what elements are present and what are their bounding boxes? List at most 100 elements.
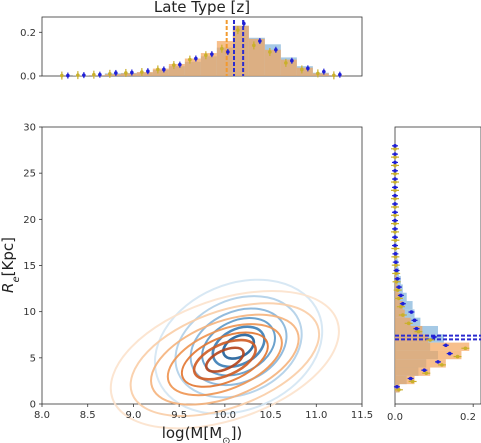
top-y-tick-label: 0.0: [20, 72, 36, 83]
right-orange-bar: [395, 292, 400, 302]
main-contour-plot: 8.0 8.5 9.0 9.5 10.0 10.5 11.0 11.5 0 5 10 15 20 25 30…: [0, 123, 373, 443]
top-blue-point: [130, 70, 134, 75]
right-blue-point: [432, 335, 436, 339]
top-gold-point: [140, 70, 144, 74]
right-blue-point: [444, 343, 448, 348]
right-blue-point: [393, 152, 397, 156]
right-blue-point: [393, 252, 398, 256]
right-orange-bar: [395, 309, 405, 318]
top-gold-point: [268, 50, 272, 54]
right-gold-point: [393, 171, 397, 176]
right-blue-point: [393, 185, 397, 190]
right-blue-point: [447, 351, 452, 356]
right-gold-point: [401, 313, 405, 317]
right-gold-point: [399, 304, 403, 309]
top-gold-point: [92, 72, 96, 77]
right-blue-point: [394, 268, 399, 273]
right-gold-point: [397, 388, 401, 392]
top-gold-point: [332, 73, 336, 78]
right-gold-point: [424, 371, 429, 375]
right-blue-point: [422, 368, 427, 372]
top-gold-point: [60, 73, 64, 78]
right-blue-point: [408, 376, 413, 381]
x-axis-label: log(M[M⊙]): [162, 424, 243, 443]
right-gold-point: [393, 163, 397, 168]
right-gold-point: [394, 279, 399, 284]
right-blue-point: [412, 318, 417, 323]
top-blue-point: [258, 39, 262, 43]
right-blue-point: [393, 168, 397, 173]
top-orange-bar: [280, 59, 297, 76]
top-blue-point: [306, 66, 310, 71]
right-gold-point: [410, 379, 415, 384]
right-gold-point: [395, 288, 400, 292]
right-gold-point: [393, 238, 398, 243]
right-orange-bar: [395, 317, 411, 326]
top-orange-bar: [168, 63, 185, 76]
right-blue-point: [393, 177, 397, 181]
right-orange-bar: [395, 350, 462, 360]
y-tick-label: 30: [23, 123, 36, 134]
right-blue-point: [393, 260, 398, 264]
right-blue-point: [393, 202, 397, 206]
right-gold-point: [440, 363, 444, 367]
right-gold-point: [393, 263, 398, 267]
top-blue-point: [290, 58, 294, 63]
top-gold-point: [124, 71, 128, 75]
right-blue-point: [393, 235, 397, 240]
right-gold-point: [463, 346, 468, 351]
right-gold-point: [393, 196, 397, 201]
top-orange-bar: [216, 41, 233, 76]
top-orange-bar: [328, 75, 345, 76]
top-orange-bar: [296, 67, 313, 76]
right-gold-point: [393, 147, 397, 151]
y-tick-label: 25: [23, 169, 36, 180]
right-blue-point: [409, 310, 414, 314]
blue-contour-level-2: [211, 325, 266, 369]
top-gold-point: [156, 67, 160, 72]
right-orange-bar: [395, 342, 470, 351]
blue-contour-level-6: [153, 278, 324, 415]
top-orange-bar: [200, 53, 217, 76]
orange-contour-level-3: [180, 331, 269, 388]
right-gold-point: [393, 221, 397, 226]
top-orange-bar: [136, 72, 153, 76]
top-orange-bar: [104, 74, 121, 76]
right-gold-point: [393, 230, 397, 234]
right-orange-bar: [395, 334, 429, 343]
right-orange-bar: [395, 284, 399, 293]
top-orange-bar: [264, 49, 281, 76]
y-axis-label: Re[Kpc]: [0, 237, 22, 293]
right-gold-point: [393, 246, 398, 251]
top-blue-point: [178, 62, 182, 67]
top-blue-point: [194, 56, 198, 61]
right-gold-point: [393, 188, 397, 193]
y-tick-label: 10: [23, 307, 36, 318]
top-orange-bar: [184, 58, 201, 76]
right-gold-point: [393, 155, 397, 159]
top-gold-point: [236, 28, 240, 32]
x-tick-label: 9.0: [125, 410, 141, 421]
chart-title: Late Type [z]: [154, 0, 250, 16]
y-tick-label: 15: [23, 261, 36, 272]
top-blue-point: [114, 71, 118, 75]
right-blue-point: [395, 385, 399, 389]
y-tick-label: 5: [30, 353, 36, 364]
top-blue-point: [226, 50, 230, 54]
right-gold-point: [455, 354, 460, 359]
right-gold-point: [416, 329, 421, 334]
top-blue-point: [162, 67, 166, 72]
orange-contour-level-7: [109, 289, 340, 430]
top-orange-bar: [312, 73, 329, 76]
right-x-tick-label: 0.0: [387, 412, 403, 423]
top-blue-point: [210, 52, 214, 56]
right-gold-point: [393, 255, 398, 259]
x-tick-label: 8.0: [34, 410, 50, 421]
orange-contour-level-1: [204, 346, 245, 373]
top-gold-point: [204, 53, 208, 58]
top-gold-point: [188, 57, 192, 62]
right-blue-point: [393, 227, 397, 231]
top-blue-point: [98, 72, 102, 77]
top-orange-bar: [248, 38, 265, 76]
